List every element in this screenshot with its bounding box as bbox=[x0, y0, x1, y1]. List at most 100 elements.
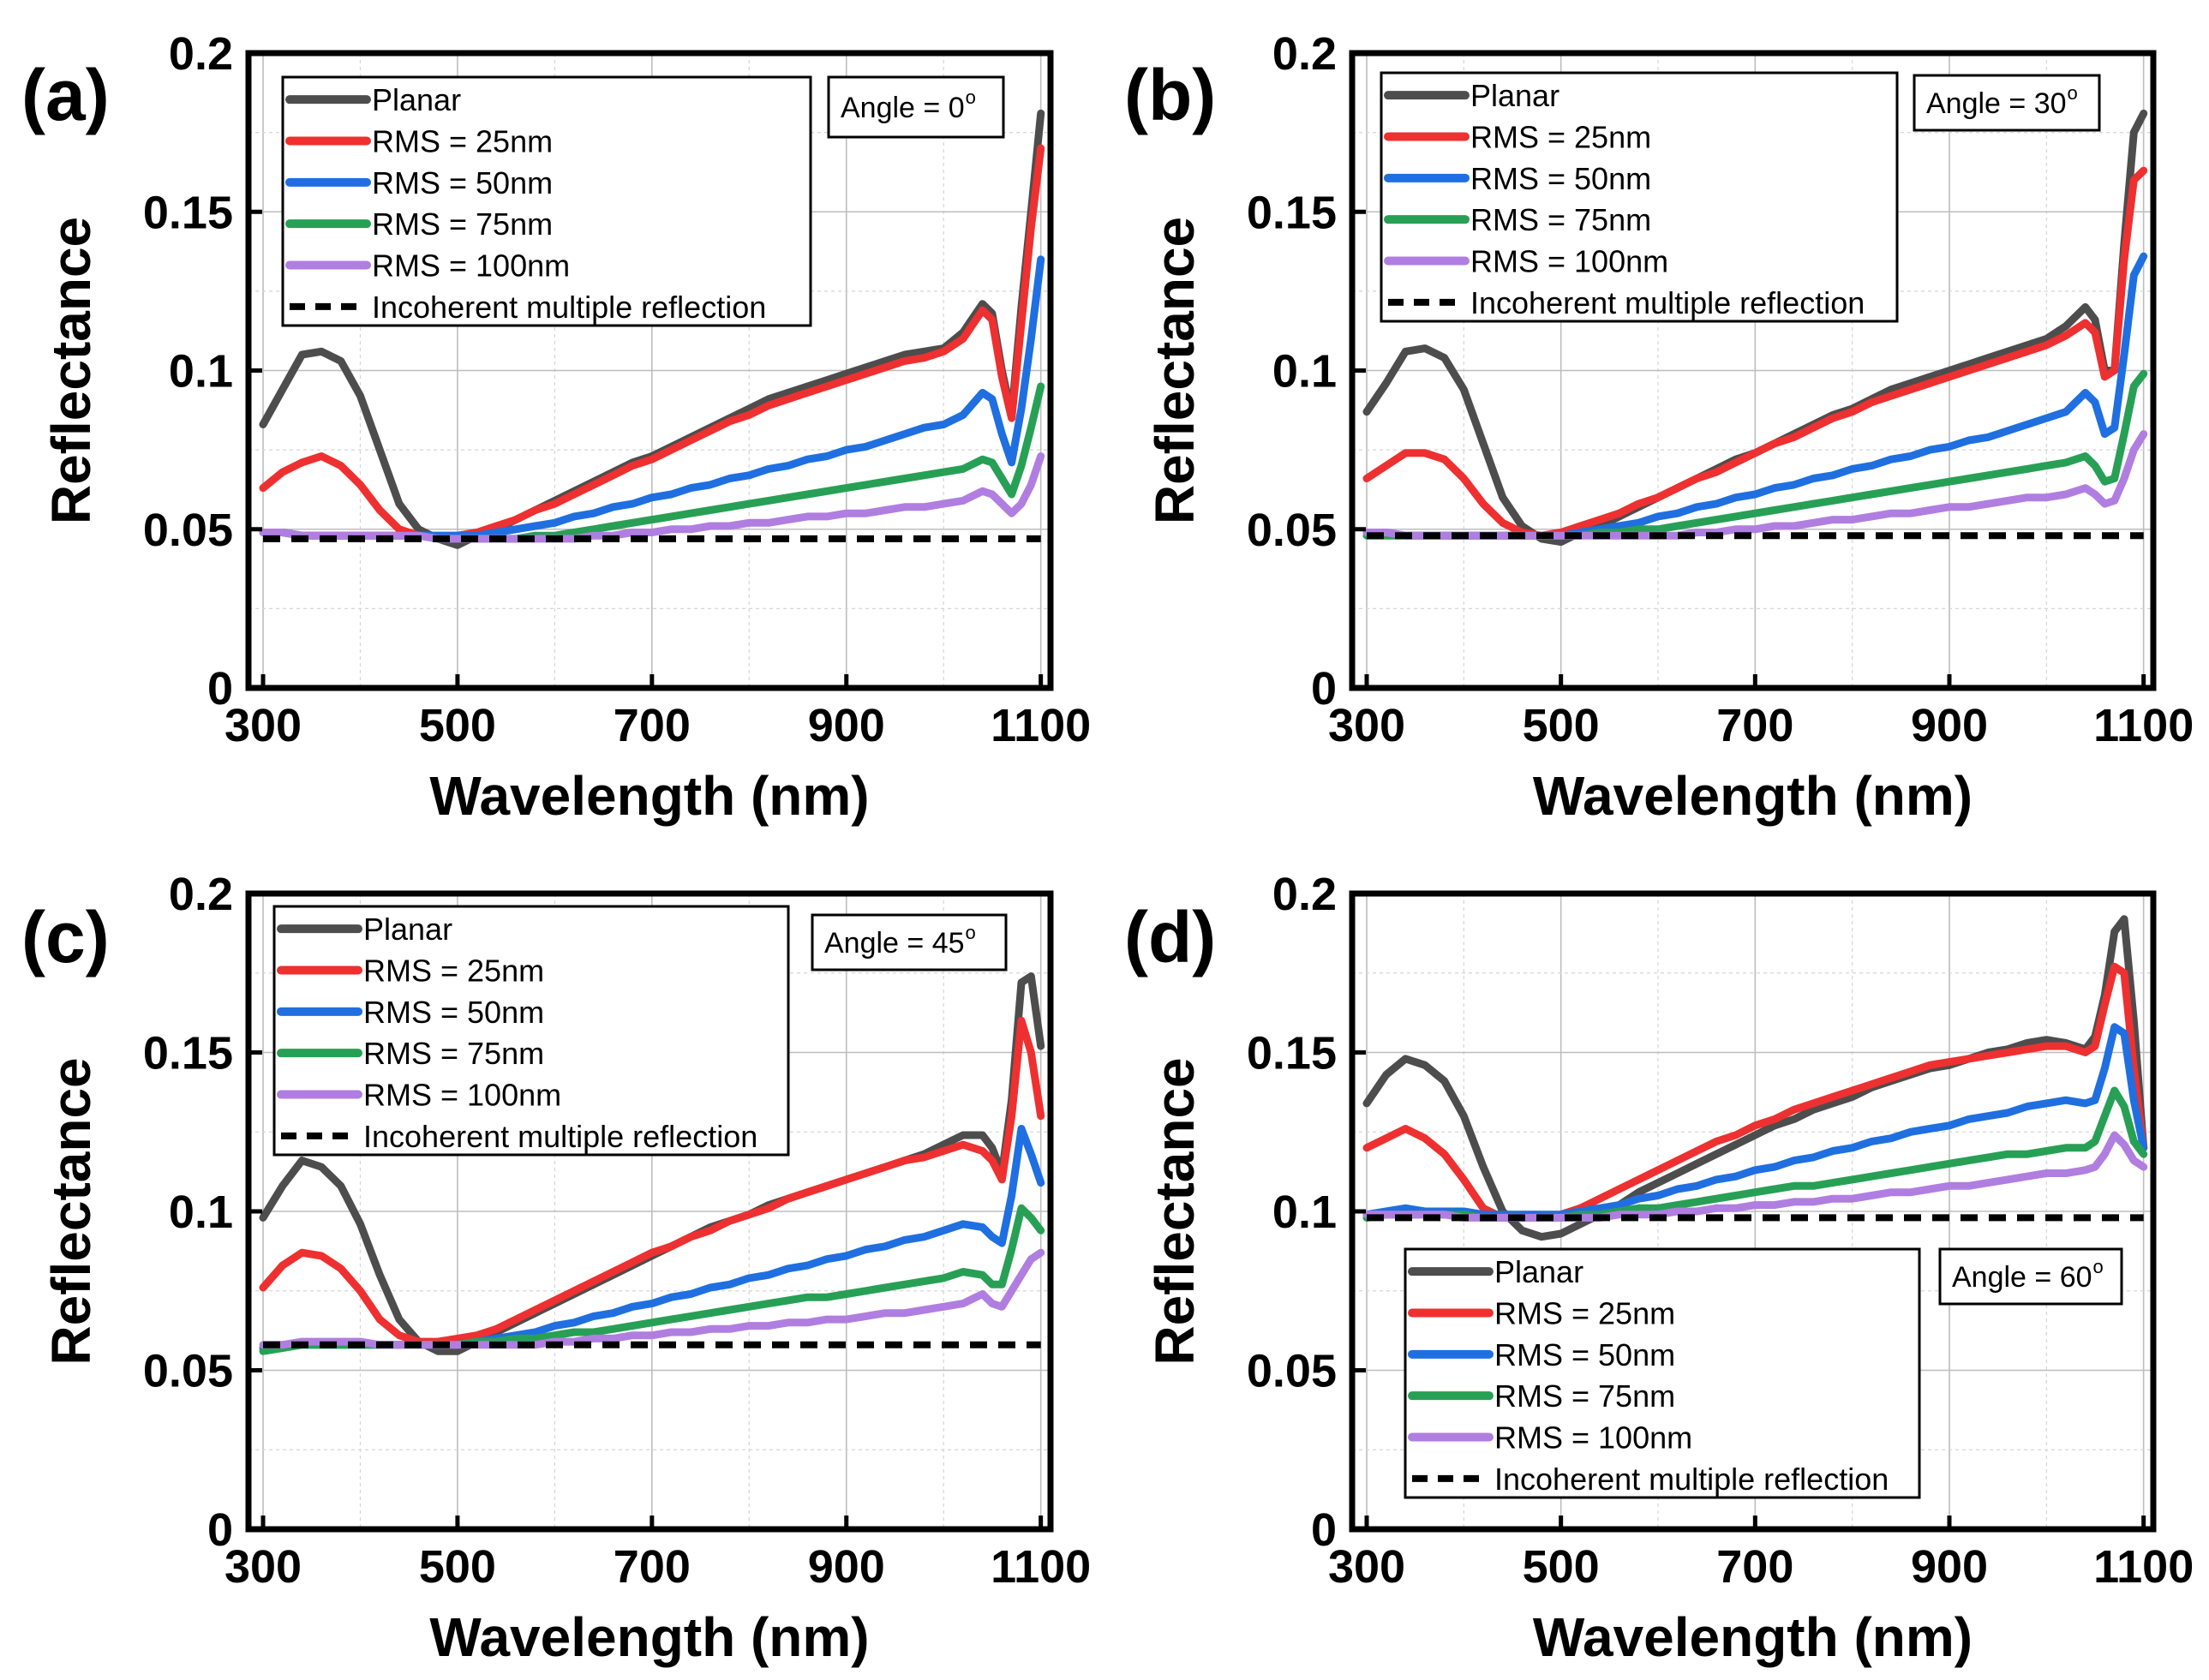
y-tick-label: 0.15 bbox=[143, 187, 233, 238]
x-axis-title: Wavelength (nm) bbox=[429, 765, 869, 827]
chart-panel-b: 300 500 700 900 1100 0 0.05 0.1 0.15 0.2 Wavelengt… bbox=[1124, 28, 2194, 827]
x-tick-label: 300 bbox=[1328, 1541, 1405, 1593]
legend: Planar RMS = 25nm RMS = 50nm RMS = 75nm RMS … bbox=[1404, 1247, 1921, 1499]
legend-label: Planar bbox=[372, 82, 461, 117]
chart-panel-c: 300 500 700 900 1100 0 0.05 0.1 0.15 0.2 Wavelengt… bbox=[21, 869, 1091, 1668]
legend-label: Planar bbox=[363, 912, 452, 947]
y-axis-title: Reflectance bbox=[40, 1057, 102, 1365]
legend: Planar RMS = 25nm RMS = 50nm RMS = 75nm RMS … bbox=[281, 75, 812, 327]
y-tick-label: 0.2 bbox=[1272, 869, 1337, 920]
legend-label: RMS = 100nm bbox=[363, 1078, 561, 1113]
legend: Planar RMS = 25nm RMS = 50nm RMS = 75nm RMS … bbox=[272, 905, 790, 1157]
legend-label: Incoherent multiple reflection bbox=[1470, 285, 1865, 320]
x-tick-label: 500 bbox=[1523, 700, 1600, 751]
series-line-rms-25nm bbox=[1362, 166, 2148, 540]
y-tick-label: 0.05 bbox=[1247, 1346, 1337, 1397]
angle-degree-symbol: o bbox=[966, 922, 976, 943]
y-tick-label: 0.15 bbox=[1247, 187, 1337, 238]
chart-panel-a: 300 500 700 900 1100 0 0.05 0.1 0.15 0.2 Wavelengt… bbox=[21, 28, 1091, 827]
series-line-rms-100nm bbox=[259, 1248, 1045, 1349]
y-tick-label: 0.05 bbox=[143, 1346, 233, 1397]
y-tick-label: 0.1 bbox=[1272, 1187, 1337, 1238]
legend-label: RMS = 25nm bbox=[372, 124, 553, 159]
angle-degree-symbol: o bbox=[2093, 1256, 2104, 1277]
panel-label: (c) bbox=[21, 897, 110, 978]
y-tick-label: 0.1 bbox=[169, 346, 233, 398]
y-tick-label: 0 bbox=[1311, 663, 1337, 714]
y-tick-label: 0.2 bbox=[169, 869, 233, 920]
x-tick-label: 900 bbox=[808, 1541, 885, 1593]
y-tick-label: 0.15 bbox=[143, 1028, 233, 1079]
x-tick-label: 1100 bbox=[991, 1541, 1091, 1593]
x-tick-label: 700 bbox=[1716, 1541, 1793, 1593]
y-tick-label: 0.05 bbox=[143, 505, 233, 556]
chart-panel-d: 300 500 700 900 1100 0 0.05 0.1 0.15 0.2 Wavelengt… bbox=[1124, 869, 2194, 1668]
legend-label: RMS = 50nm bbox=[1494, 1337, 1675, 1372]
angle-label: Angle = 45 bbox=[824, 927, 965, 960]
series-line-rms-100nm bbox=[1362, 1131, 2148, 1222]
legend-label: Planar bbox=[1494, 1254, 1583, 1289]
x-tick-label: 300 bbox=[224, 700, 302, 751]
legend-label: RMS = 100nm bbox=[1494, 1420, 1692, 1456]
angle-box bbox=[1938, 1247, 2123, 1306]
y-tick-label: 0.1 bbox=[1272, 346, 1337, 398]
x-tick-label: 1100 bbox=[2093, 1541, 2194, 1593]
legend-label: RMS = 100nm bbox=[372, 248, 570, 284]
y-tick-label: 0.05 bbox=[1247, 505, 1337, 556]
angle-box bbox=[1913, 74, 2101, 132]
x-axis-title: Wavelength (nm) bbox=[1533, 765, 1973, 827]
panel-label: (b) bbox=[1124, 55, 1216, 135]
y-axis-title: Reflectance bbox=[1144, 1057, 1206, 1365]
series-line-rms-100nm bbox=[1362, 430, 2148, 540]
y-tick-label: 0.1 bbox=[169, 1187, 233, 1238]
legend-label: RMS = 50nm bbox=[1470, 161, 1651, 196]
x-tick-label: 900 bbox=[1911, 700, 1988, 751]
x-axis-title: Wavelength (nm) bbox=[429, 1606, 869, 1668]
legend-label: RMS = 100nm bbox=[1470, 244, 1668, 279]
legend-label: RMS = 25nm bbox=[1470, 120, 1651, 155]
series-line-rms-100nm bbox=[259, 452, 1045, 543]
legend-label: RMS = 75nm bbox=[1494, 1378, 1675, 1414]
legend-box bbox=[1404, 1247, 1921, 1499]
y-tick-label: 0 bbox=[1311, 1504, 1337, 1556]
legend-box bbox=[272, 905, 790, 1157]
y-tick-label: 0.15 bbox=[1247, 1028, 1337, 1079]
y-tick-label: 0 bbox=[207, 663, 233, 714]
legend-box bbox=[281, 75, 812, 327]
y-axis-title: Reflectance bbox=[1144, 217, 1206, 524]
legend-label: RMS = 50nm bbox=[363, 995, 544, 1030]
x-tick-label: 300 bbox=[1328, 700, 1405, 751]
legend: Planar RMS = 25nm RMS = 50nm RMS = 75nm RMS … bbox=[1380, 71, 1899, 323]
legend-label: RMS = 50nm bbox=[372, 165, 553, 200]
legend-box bbox=[1380, 71, 1899, 323]
x-tick-label: 500 bbox=[419, 1541, 496, 1593]
legend-label: Incoherent multiple reflection bbox=[372, 290, 766, 325]
angle-degree-symbol: o bbox=[966, 87, 976, 108]
y-tick-label: 0.2 bbox=[169, 28, 233, 80]
panel-label: (d) bbox=[1124, 897, 1216, 978]
x-tick-label: 900 bbox=[1911, 1541, 1988, 1593]
angle-label: Angle = 60 bbox=[1952, 1261, 2092, 1294]
legend-label: RMS = 25nm bbox=[1494, 1296, 1675, 1331]
x-tick-label: 1100 bbox=[2093, 700, 2194, 751]
legend-label: RMS = 75nm bbox=[363, 1036, 544, 1071]
series-line-rms-25nm bbox=[259, 1016, 1045, 1346]
x-axis-title: Wavelength (nm) bbox=[1533, 1606, 1973, 1668]
x-tick-label: 1100 bbox=[991, 700, 1091, 751]
x-tick-label: 900 bbox=[808, 700, 885, 751]
x-tick-label: 500 bbox=[1523, 1541, 1600, 1593]
legend-label: RMS = 25nm bbox=[363, 954, 544, 989]
x-tick-label: 500 bbox=[419, 700, 496, 751]
legend-label: Planar bbox=[1470, 78, 1559, 113]
y-tick-label: 0.2 bbox=[1272, 28, 1337, 80]
legend-label: Incoherent multiple reflection bbox=[1494, 1462, 1889, 1497]
legend-label: RMS = 75nm bbox=[1470, 202, 1651, 237]
angle-label: Angle = 0 bbox=[841, 92, 965, 124]
y-axis-title: Reflectance bbox=[40, 217, 102, 524]
x-tick-label: 700 bbox=[1716, 700, 1793, 751]
angle-box bbox=[811, 913, 1008, 972]
angle-label: Angle = 30 bbox=[1926, 87, 2067, 120]
y-tick-label: 0 bbox=[207, 1504, 233, 1556]
angle-degree-symbol: o bbox=[2068, 82, 2078, 104]
